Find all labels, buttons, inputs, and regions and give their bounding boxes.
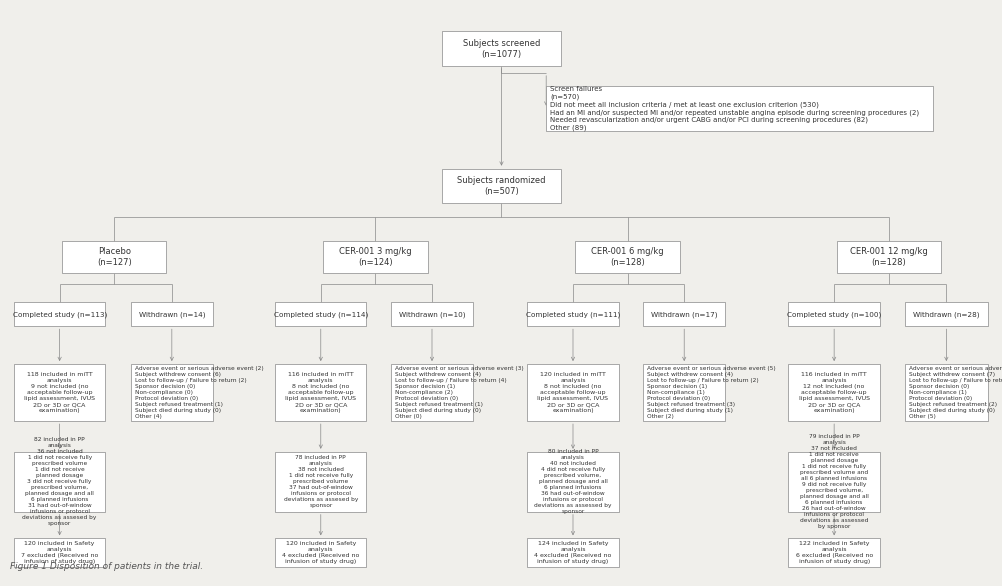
Text: Adverse event or serious adverse event (3)
Subject withdrew consent (4)
Lost to : Adverse event or serious adverse event (… <box>395 366 523 419</box>
FancyBboxPatch shape <box>323 241 427 273</box>
Text: Completed study (n=100): Completed study (n=100) <box>787 311 881 318</box>
FancyBboxPatch shape <box>14 452 105 512</box>
Text: 116 included in miTT
analysis
8 not included (no
acceptable follow-up
lipid asse: 116 included in miTT analysis 8 not incl… <box>285 372 356 413</box>
FancyBboxPatch shape <box>836 241 940 273</box>
Text: 120 included in miTT
analysis
8 not included (no
acceptable follow-up
lipid asse: 120 included in miTT analysis 8 not incl… <box>537 372 608 413</box>
Text: Withdrawn (n=28): Withdrawn (n=28) <box>912 311 979 318</box>
FancyBboxPatch shape <box>442 169 560 203</box>
Text: CER-001 12 mg/kg
(n=128): CER-001 12 mg/kg (n=128) <box>849 247 927 267</box>
FancyBboxPatch shape <box>275 539 366 567</box>
FancyBboxPatch shape <box>788 364 879 421</box>
Text: Figure 1 Disposition of patients in the trial.: Figure 1 Disposition of patients in the … <box>10 563 202 571</box>
FancyBboxPatch shape <box>275 452 366 512</box>
FancyBboxPatch shape <box>62 241 166 273</box>
Text: 78 included in PP
analysis
38 not included
1 did not receive fully
prescribed vo: 78 included in PP analysis 38 not includ… <box>284 455 358 508</box>
Text: Withdrawn (n=14): Withdrawn (n=14) <box>138 311 204 318</box>
Text: CER-001 6 mg/kg
(n=128): CER-001 6 mg/kg (n=128) <box>591 247 663 267</box>
FancyBboxPatch shape <box>575 241 679 273</box>
FancyBboxPatch shape <box>391 364 473 421</box>
Text: 118 included in miTT
analysis
9 not included (no
acceptable follow-up
lipid asse: 118 included in miTT analysis 9 not incl… <box>24 372 95 413</box>
Text: 80 included in PP
analysis
40 not included
4 did not receive fully
prescribed vo: 80 included in PP analysis 40 not includ… <box>534 449 611 515</box>
FancyBboxPatch shape <box>391 302 473 326</box>
FancyBboxPatch shape <box>788 452 879 512</box>
Text: 124 included in Safety
analysis
4 excluded (Received no
infusion of study drug): 124 included in Safety analysis 4 exclud… <box>534 541 611 564</box>
Text: Withdrawn (n=17): Withdrawn (n=17) <box>650 311 716 318</box>
Text: CER-001 3 mg/kg
(n=124): CER-001 3 mg/kg (n=124) <box>339 247 411 267</box>
FancyBboxPatch shape <box>527 539 618 567</box>
Text: Adverse event or serious adverse event (5)
Subject withdrew consent (4)
Lost to : Adverse event or serious adverse event (… <box>646 366 775 419</box>
Text: 79 included in PP
analysis
37 not included
1 did not receive
planned dosage
1 di: 79 included in PP analysis 37 not includ… <box>799 434 868 529</box>
FancyBboxPatch shape <box>642 302 724 326</box>
Text: Screen failures
(n=570)
Did not meet all inclusion criteria / met at least one e: Screen failures (n=570) Did not meet all… <box>550 86 919 131</box>
Text: Completed study (n=111): Completed study (n=111) <box>525 311 619 318</box>
FancyBboxPatch shape <box>788 539 879 567</box>
FancyBboxPatch shape <box>527 452 618 512</box>
Text: Completed study (n=113): Completed study (n=113) <box>12 311 106 318</box>
FancyBboxPatch shape <box>14 302 105 326</box>
FancyBboxPatch shape <box>642 364 724 421</box>
FancyBboxPatch shape <box>275 302 366 326</box>
FancyBboxPatch shape <box>527 364 618 421</box>
Text: Completed study (n=114): Completed study (n=114) <box>274 311 368 318</box>
Text: 116 included in miTT
analysis
12 not included (no
acceptable follow-up
lipid ass: 116 included in miTT analysis 12 not inc… <box>798 372 869 413</box>
FancyBboxPatch shape <box>442 32 560 66</box>
FancyBboxPatch shape <box>130 364 212 421</box>
FancyBboxPatch shape <box>275 364 366 421</box>
FancyBboxPatch shape <box>527 302 618 326</box>
Text: Subjects screened
(n=1077): Subjects screened (n=1077) <box>462 39 540 59</box>
FancyBboxPatch shape <box>130 302 212 326</box>
FancyBboxPatch shape <box>904 302 987 326</box>
FancyBboxPatch shape <box>904 364 987 421</box>
FancyBboxPatch shape <box>788 302 879 326</box>
Text: 120 included in Safety
analysis
4 excluded (Received no
infusion of study drug): 120 included in Safety analysis 4 exclud… <box>282 541 359 564</box>
Text: Subjects randomized
(n=507): Subjects randomized (n=507) <box>457 176 545 196</box>
FancyBboxPatch shape <box>14 364 105 421</box>
Text: Adverse event or serious adverse event (10)
Subject withdrew consent (7)
Lost to: Adverse event or serious adverse event (… <box>908 366 1002 419</box>
FancyBboxPatch shape <box>546 86 933 131</box>
Text: Adverse event or serious adverse event (2)
Subject withdrew consent (6)
Lost to : Adverse event or serious adverse event (… <box>134 366 264 419</box>
Text: 82 included in PP
analysis
36 not included
1 did not receive fully
prescribed vo: 82 included in PP analysis 36 not includ… <box>22 437 97 526</box>
Text: 122 included in Safety
analysis
6 excluded (Received no
infusion of study drug): 122 included in Safety analysis 6 exclud… <box>795 541 872 564</box>
Text: 120 included in Safety
analysis
7 excluded (Received no
infusion of study drug): 120 included in Safety analysis 7 exclud… <box>21 541 98 564</box>
Text: Placebo
(n=127): Placebo (n=127) <box>97 247 131 267</box>
FancyBboxPatch shape <box>14 539 105 567</box>
Text: Withdrawn (n=10): Withdrawn (n=10) <box>399 311 465 318</box>
